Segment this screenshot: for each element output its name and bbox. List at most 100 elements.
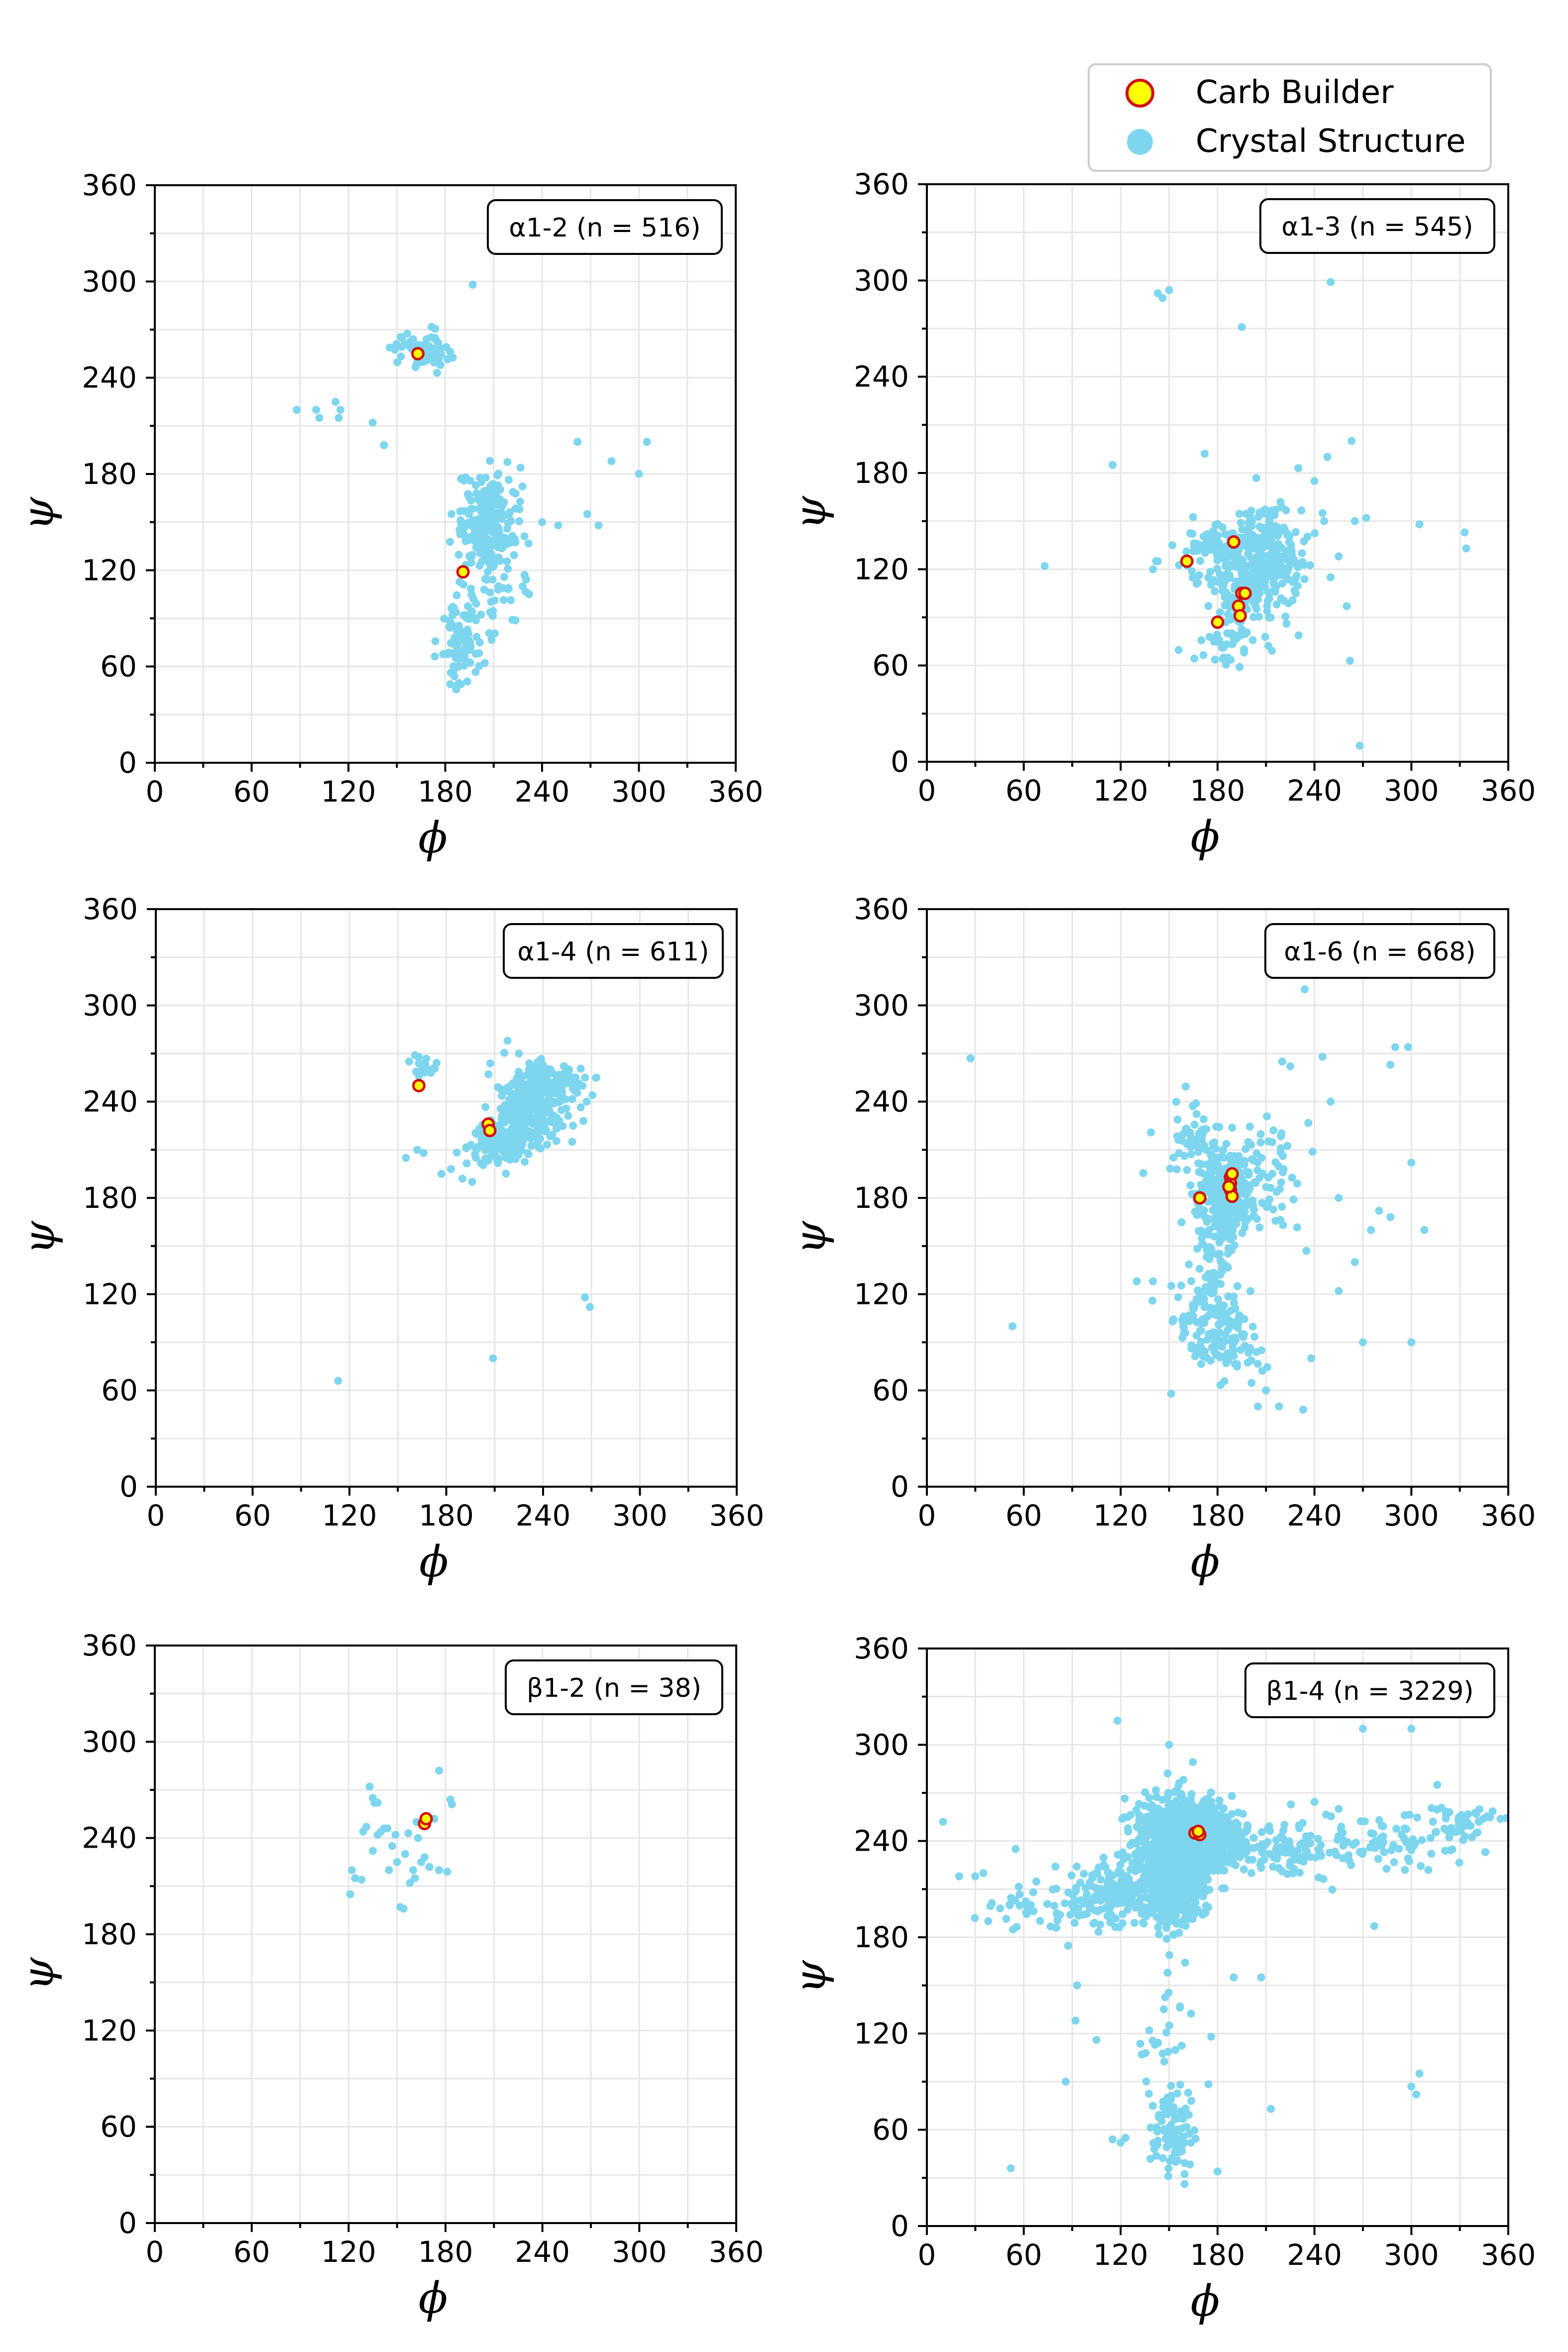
crystal-point <box>1132 1277 1141 1286</box>
x-tick-label: 360 <box>1481 1499 1536 1532</box>
crystal-point <box>472 599 480 608</box>
crystal-point <box>1374 1840 1382 1848</box>
crystal-point <box>346 1890 354 1898</box>
crystal-point <box>405 1058 413 1066</box>
crystal-point <box>1083 1891 1091 1900</box>
crystal-point <box>1197 1169 1206 1177</box>
crystal-point <box>1202 1901 1210 1910</box>
crystal-point <box>1122 1898 1130 1907</box>
crystal-point <box>1252 584 1261 592</box>
crystal-point <box>1278 1202 1286 1211</box>
crystal-point <box>1432 1828 1440 1836</box>
crystal-point <box>1327 573 1335 582</box>
crystal-point <box>486 563 495 571</box>
crystal-point <box>1178 2110 1187 2118</box>
crystal-point <box>1179 1813 1188 1821</box>
crystal-point <box>1131 1851 1139 1859</box>
crystal-point <box>1248 636 1257 644</box>
crystal-point <box>1249 563 1257 571</box>
crystal-point <box>452 1148 461 1157</box>
crystal-point <box>1206 1249 1214 1258</box>
crystal-point <box>468 607 476 615</box>
crystal-point <box>1272 1187 1281 1196</box>
crystal-point <box>1305 1837 1313 1846</box>
crystal-point <box>1292 572 1301 580</box>
crystal-point <box>1277 1129 1286 1138</box>
crystal-point <box>1306 561 1314 570</box>
y-tick-label: 120 <box>82 553 137 587</box>
crystal-point <box>1151 2040 1159 2049</box>
crystal-point <box>1177 2041 1186 2050</box>
crystal-point <box>482 1157 490 1165</box>
crystal-point <box>475 638 484 647</box>
crystal-point <box>503 1037 512 1045</box>
crystal-point <box>1267 539 1276 547</box>
crystal-point <box>1253 1360 1262 1368</box>
crystal-point <box>516 464 525 472</box>
panel-2: 006060120120180180240240300300360360ϕψα1… <box>785 167 1536 862</box>
crystal-point <box>1137 1863 1146 1872</box>
crystal-point <box>1260 560 1269 568</box>
crystal-point <box>1139 1918 1147 1927</box>
crystal-point <box>1244 1856 1253 1864</box>
crystal-point <box>448 638 457 646</box>
crystal-point <box>1269 1205 1277 1214</box>
crystal-point <box>1296 1841 1305 1849</box>
crystal-point <box>1318 509 1327 517</box>
legend-marker-carb-builder <box>1125 79 1154 108</box>
crystal-point <box>1199 1352 1207 1360</box>
crystal-point <box>1407 2082 1416 2091</box>
y-tick-label: 240 <box>854 1085 909 1119</box>
crystal-point <box>1168 1804 1177 1813</box>
y-tick-label: 60 <box>872 649 909 683</box>
crystal-point <box>1182 1913 1190 1922</box>
crystal-point <box>1165 286 1173 294</box>
crystal-point <box>1235 663 1244 671</box>
crystal-point <box>411 363 420 371</box>
crystal-point <box>1162 1924 1171 1932</box>
crystal-point <box>1178 1920 1187 1929</box>
crystal-point <box>1300 537 1308 546</box>
crystal-point <box>1397 1830 1406 1839</box>
crystal-point <box>1169 1154 1178 1162</box>
crystal-point <box>1447 1824 1456 1832</box>
crystal-point <box>441 650 449 658</box>
crystal-point <box>1148 1900 1156 1909</box>
crystal-point <box>466 585 475 593</box>
crystal-point <box>1154 1923 1162 1932</box>
crystal-point <box>1189 1304 1197 1313</box>
crystal-point <box>1139 1875 1148 1883</box>
crystal-point <box>1328 1885 1337 1894</box>
crystal-point <box>515 1050 523 1058</box>
carb-point <box>411 347 425 360</box>
crystal-point <box>514 1067 523 1076</box>
crystal-point <box>411 1874 419 1882</box>
crystal-point <box>482 519 491 527</box>
y-tick-label: 120 <box>83 1277 138 1311</box>
crystal-point <box>1149 565 1157 574</box>
y-tick-label: 0 <box>118 746 137 780</box>
crystal-point <box>1109 461 1117 469</box>
crystal-point <box>1241 1145 1250 1153</box>
crystal-point <box>552 1089 560 1098</box>
crystal-point <box>1212 1122 1221 1131</box>
crystal-point <box>1455 1859 1463 1867</box>
crystal-point <box>1283 1142 1292 1150</box>
crystal-point <box>1122 1872 1131 1881</box>
crystal-point <box>1290 586 1299 594</box>
crystal-point <box>1284 575 1292 584</box>
crystal-point <box>1186 1181 1195 1189</box>
crystal-point <box>1343 602 1351 610</box>
crystal-point <box>1307 1354 1316 1363</box>
crystal-point <box>1415 2069 1424 2078</box>
crystal-point <box>1170 1875 1179 1883</box>
crystal-point <box>476 1128 485 1137</box>
crystal-point <box>1429 1817 1437 1826</box>
crystal-point <box>1184 2089 1192 2097</box>
crystal-point <box>1249 596 1257 604</box>
crystal-point <box>1164 2172 1172 2180</box>
crystal-point <box>1404 1043 1412 1052</box>
carb-builder-series <box>1180 535 1252 629</box>
crystal-point <box>1109 1880 1118 1888</box>
